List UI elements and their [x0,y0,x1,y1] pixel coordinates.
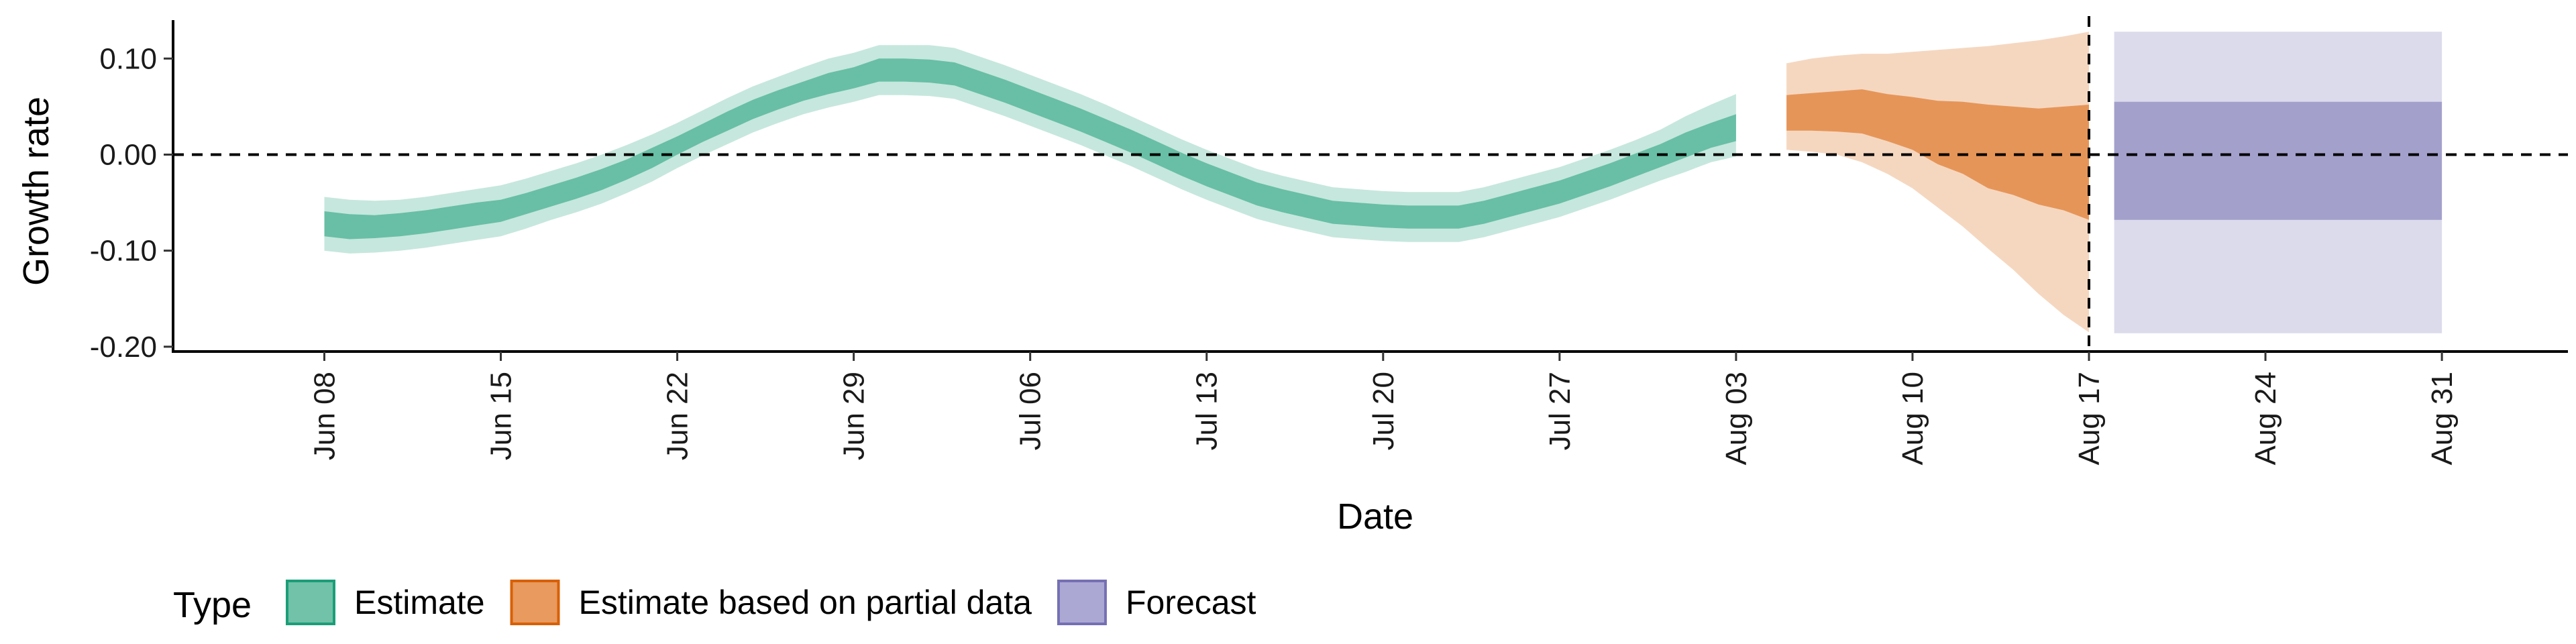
legend-title: Type [173,585,252,625]
x-tick-label: Jun 29 [838,372,871,460]
x-axis-title: Date [1337,496,1413,537]
estimate-band-50 [324,58,1736,239]
x-tick-label: Aug 10 [1896,372,1929,465]
x-tick-label: Aug 17 [2073,372,2106,465]
legend-label-estimate-based-on-partial-data: Estimate based on partial data [579,584,1032,621]
x-tick-label: Jul 27 [1544,372,1576,450]
x-tick-label: Jun 15 [485,372,518,460]
legend-key-estimate-based-on-partial-data [510,580,560,625]
x-tick-label: Jul 13 [1191,372,1224,450]
estimate-based-on-partial-data-band-50 [1786,89,2089,220]
x-tick-label: Aug 24 [2249,372,2282,465]
legend-label-estimate: Estimate [354,584,485,621]
y-tick-label: 0.00 [99,138,157,171]
y-axis-title: Growth rate [16,97,56,286]
series-bands [324,32,2443,333]
x-tick-label: Jul 20 [1367,372,1400,450]
axes: -0.20 -0.10 0.00 0.10 Jun 08 Jun 15 Jun 22 Jun … [90,20,2568,465]
reference-lines [173,16,2568,352]
forecast-band-50 [2114,101,2443,220]
legend-key-forecast [1057,580,1107,625]
x-tick-label: Aug 03 [1720,372,1753,465]
x-tick-label: Jul 06 [1014,372,1047,450]
x-tick-label: Jun 08 [308,372,341,460]
y-tick-label: -0.10 [90,235,157,268]
legend-key-estimate [286,580,335,625]
legend-label-forecast: Forecast [1126,584,1256,621]
x-tick-label: Jun 22 [661,372,694,460]
x-tick-label: Aug 31 [2426,372,2459,465]
y-tick-label: 0.10 [99,42,157,75]
estimate-band-90 [324,45,1736,254]
y-tick-label: -0.20 [90,331,157,364]
legend: Type Estimate Estimate based on partial d… [173,580,1256,625]
